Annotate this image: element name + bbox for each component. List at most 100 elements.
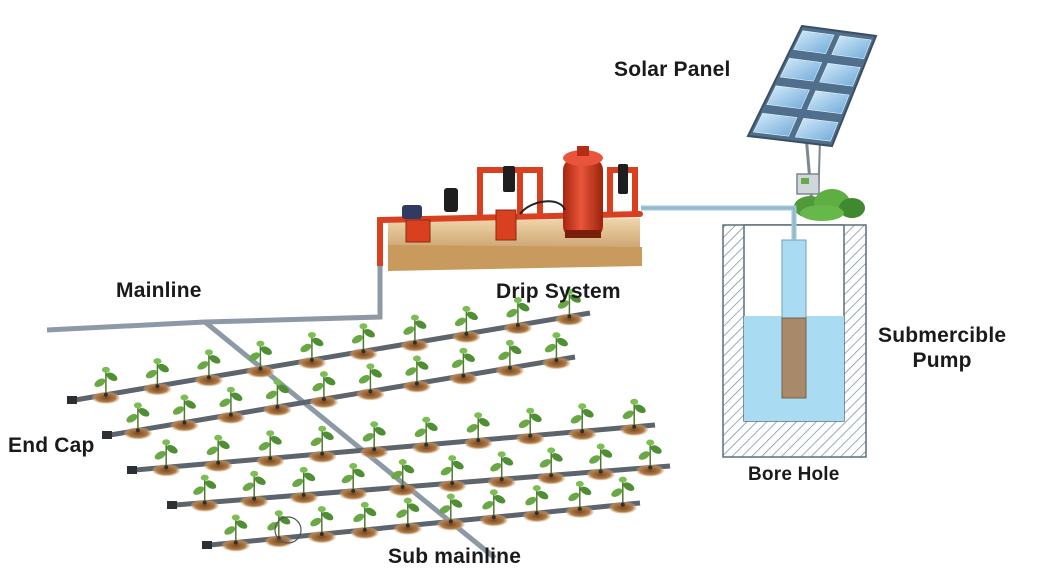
- dripper: [182, 420, 187, 425]
- soil-patch: [91, 391, 120, 404]
- plant-leaf: [106, 372, 118, 382]
- plant-leaf: [359, 323, 368, 330]
- plant-leaf: [322, 431, 334, 441]
- plant-leaf: [596, 443, 605, 450]
- sand-filter-tank: [563, 146, 603, 238]
- plant-leaf: [459, 347, 468, 354]
- dripper: [405, 523, 410, 528]
- plant-leaf: [417, 361, 429, 370]
- plant-leaf: [518, 302, 530, 312]
- soil-patch: [339, 487, 368, 500]
- plant-leaf: [224, 526, 236, 535]
- label-end-cap: End Cap: [8, 434, 95, 457]
- plant-leaf: [248, 352, 260, 361]
- dripper: [549, 473, 554, 478]
- label-submercible-pump-line2: Pump: [912, 349, 972, 372]
- soil-patch: [388, 484, 417, 497]
- plant-leaf: [206, 446, 218, 456]
- soil-patch: [307, 531, 336, 544]
- dripper: [499, 477, 504, 482]
- plant-leaf: [154, 451, 166, 460]
- soil-patch: [449, 372, 478, 385]
- plant-leaf: [260, 346, 272, 355]
- plant-leaf: [497, 451, 506, 458]
- end-cap: [202, 541, 212, 549]
- plant-leaf: [184, 400, 196, 409]
- sub-mainline-pipe: [203, 320, 497, 560]
- dripper: [580, 429, 585, 434]
- plant-leaf: [300, 343, 312, 353]
- label-solar-panel: Solar Panel: [614, 58, 731, 81]
- solar-cells: [753, 30, 872, 142]
- plant-leaf: [180, 394, 189, 401]
- plant-leaf: [454, 317, 466, 327]
- plant-leaf: [126, 414, 138, 423]
- plant-leaf: [242, 482, 254, 492]
- plant-leaf: [205, 480, 217, 489]
- plant-leaf: [611, 488, 623, 497]
- label-submercible-pump: Submercible Pump: [878, 323, 1006, 373]
- plant-leaf: [317, 506, 326, 513]
- plant-leaf: [307, 331, 316, 338]
- plant-leaf: [318, 425, 327, 432]
- plant-leaf: [266, 430, 275, 437]
- plant-leaf: [410, 314, 419, 321]
- plant-leaf: [439, 505, 451, 514]
- plant-leaf: [568, 492, 580, 502]
- filter-tank-small: [405, 219, 431, 243]
- dripper: [577, 506, 582, 511]
- plant-leaf: [94, 378, 106, 388]
- emitter-highlight: [274, 516, 302, 544]
- solar-cell: [794, 117, 839, 142]
- plant-leaf: [322, 511, 334, 521]
- plant-leaf: [565, 288, 574, 295]
- plant-leaf: [197, 361, 209, 370]
- plant-leaf: [650, 445, 662, 454]
- plant-leaf: [292, 478, 304, 488]
- dripper: [412, 340, 417, 345]
- end-cap: [102, 431, 112, 439]
- dripper: [515, 323, 520, 328]
- plant-leaf: [363, 329, 375, 338]
- dripper: [491, 515, 496, 520]
- soil-patch: [542, 357, 571, 370]
- soil-patch: [479, 514, 508, 527]
- dripper: [135, 428, 140, 433]
- plant-leaf: [557, 300, 569, 309]
- solar-cell: [793, 30, 835, 55]
- plant-leaf: [462, 305, 471, 312]
- plant-leaf: [391, 470, 403, 480]
- plant-leaf: [623, 482, 635, 491]
- plant-leaf: [582, 409, 594, 418]
- plant-leaf: [530, 413, 542, 423]
- dripper: [362, 527, 367, 532]
- dripper: [320, 451, 325, 456]
- submersible-pump: [781, 317, 807, 399]
- plant-leaf: [265, 390, 277, 400]
- soil-patch: [308, 450, 337, 463]
- plant-leaf: [618, 476, 627, 483]
- plant-leaf: [219, 398, 231, 407]
- plant-leaf: [580, 486, 592, 496]
- plant-leaf: [351, 335, 363, 344]
- dripper: [424, 442, 429, 447]
- plant-leaf: [258, 442, 270, 451]
- plant-leaf: [374, 427, 386, 436]
- drip-platform-front: [388, 245, 642, 271]
- dripper: [450, 481, 455, 486]
- plant-leaf: [304, 472, 316, 482]
- dripper: [202, 500, 207, 505]
- label-drip-system: Drip System: [496, 280, 621, 303]
- plant-leaf: [370, 369, 382, 378]
- plant-leaf: [145, 369, 157, 379]
- plant-leaf: [405, 367, 417, 376]
- dripper: [321, 397, 326, 402]
- dripper: [351, 488, 356, 493]
- pump-controller: [796, 173, 820, 195]
- plant-leaf: [398, 459, 407, 466]
- label-bore-hole: Bore Hole: [748, 464, 840, 485]
- soil-patch: [393, 522, 422, 535]
- plant-leaf: [310, 437, 322, 447]
- soil-patch: [204, 459, 233, 472]
- plant-leaf: [166, 445, 178, 454]
